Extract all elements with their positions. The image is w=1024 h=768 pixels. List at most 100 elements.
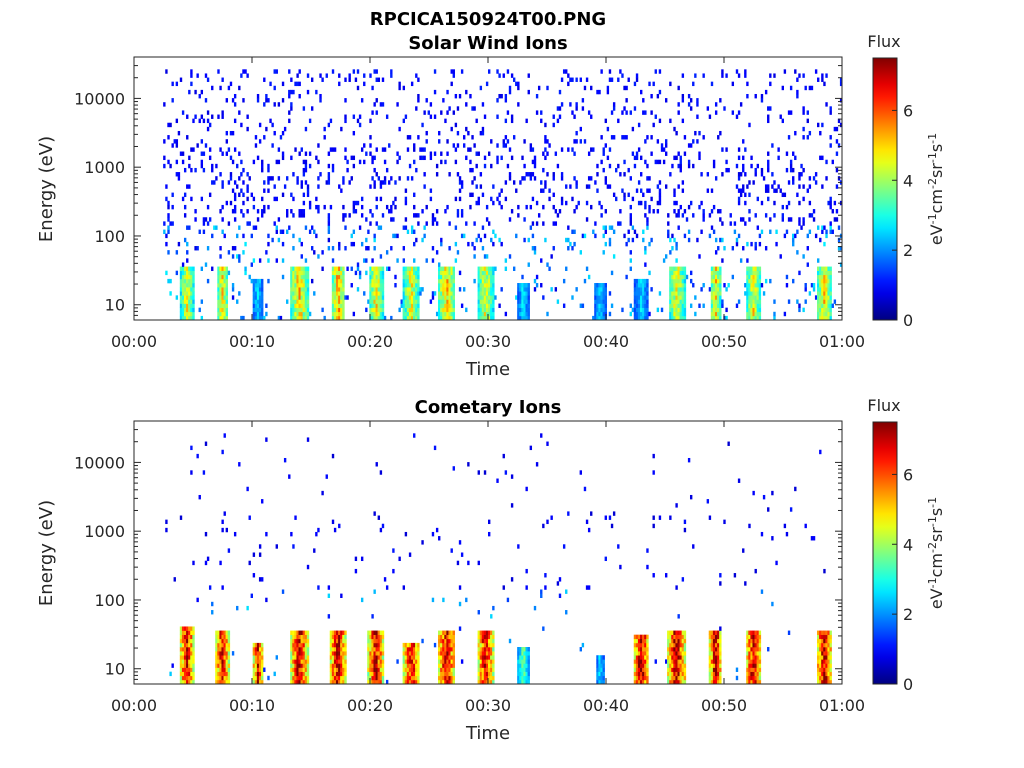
spectrogram-cell: [565, 69, 568, 74]
spectrogram-cell: [442, 675, 445, 681]
spectrogram-cell: [186, 630, 189, 635]
spectrogram-cell: [648, 311, 651, 317]
spectrogram-cell: [679, 663, 682, 668]
spectrogram-cell: [623, 135, 626, 140]
spectrogram-cell: [317, 176, 320, 181]
spectrogram-cell: [748, 266, 751, 271]
spectrogram-cell: [521, 295, 524, 300]
spectrogram-cell: [779, 114, 782, 119]
spectrogram-cell: [277, 315, 281, 321]
spectrogram-cell: [444, 159, 447, 165]
spectrogram-cell: [452, 647, 455, 652]
spectrogram-cell: [754, 647, 757, 652]
spectrogram-cell: [754, 671, 757, 677]
spectrogram-cell: [275, 225, 278, 230]
spectrogram-cell: [375, 196, 378, 202]
spectrogram-cell: [673, 634, 676, 640]
spectrogram-cell: [423, 172, 426, 177]
spectrogram-cell: [442, 299, 445, 304]
spectrogram-cell: [717, 675, 720, 681]
spectrogram-cell: [369, 311, 372, 317]
spectrogram-cell: [625, 85, 628, 91]
spectrogram-cell: [798, 176, 801, 181]
spectrogram-cell: [448, 655, 451, 660]
spectrogram-cell: [358, 122, 362, 128]
spectrogram-cell: [679, 167, 682, 173]
spectrogram-cell: [642, 291, 645, 296]
spectrogram-cell: [373, 303, 376, 308]
spectrogram-cell: [406, 647, 410, 652]
spectrogram-cell: [608, 311, 612, 317]
spectrogram-cell: [746, 270, 749, 276]
spectrogram-cell: [417, 295, 420, 300]
spectrogram-cell: [602, 667, 605, 672]
spectrogram-cell: [177, 176, 181, 181]
spectrogram-cell: [294, 659, 297, 664]
spectrogram-cell: [448, 295, 451, 300]
spectrogram-cell: [481, 663, 485, 668]
spectrogram-cell: [781, 118, 784, 124]
spectrogram-cell: [677, 163, 680, 169]
spectrogram-cell: [431, 597, 435, 603]
spectrogram-cell: [369, 299, 372, 304]
spectrogram-cell: [181, 667, 185, 672]
spectrogram-cell: [417, 213, 420, 218]
spectrogram-cell: [463, 143, 466, 148]
spectrogram-cell: [242, 180, 245, 185]
spectrogram-cell: [712, 679, 716, 685]
spectrogram-cell: [371, 155, 374, 161]
spectrogram-cell: [190, 667, 193, 672]
spectrogram-cell: [294, 667, 297, 672]
spectrogram-cell: [748, 647, 751, 652]
spectrogram-cell: [798, 172, 801, 177]
spectrogram-cell: [179, 659, 183, 664]
spectrogram-cell: [750, 299, 753, 304]
spectrogram-cell: [302, 675, 306, 681]
spectrogram-cell: [485, 266, 489, 271]
spectrogram-cell: [631, 225, 635, 230]
spectrogram-cell: [373, 69, 376, 74]
spectrogram-cell: [217, 299, 220, 304]
spectrogram-cell: [542, 295, 545, 300]
spectrogram-cell: [714, 663, 718, 668]
spectrogram-cell: [656, 139, 660, 144]
spectrogram-cell: [292, 274, 295, 280]
spectrogram-cell: [606, 184, 610, 189]
spectrogram-cell: [208, 155, 212, 161]
spectrogram-cell: [669, 237, 672, 243]
spectrogram-cell: [331, 163, 335, 169]
spectrogram-cell: [438, 266, 441, 271]
spectrogram-cell: [640, 200, 643, 206]
spectrogram-cell: [419, 147, 422, 152]
spectrogram-cell: [644, 139, 647, 144]
spectrogram-cell: [488, 274, 491, 280]
spectrogram-cell: [644, 262, 647, 267]
spectrogram-cell: [383, 315, 387, 321]
spectrogram-cell: [490, 295, 493, 300]
spectrogram-cell: [754, 266, 757, 271]
spectrogram-cell: [246, 73, 249, 78]
spectrogram-cell: [681, 266, 685, 271]
spectrogram-cell: [211, 266, 214, 271]
spectrogram-cell: [683, 671, 687, 677]
spectrogram-cell: [417, 315, 420, 321]
spectrogram-cell: [246, 126, 249, 132]
spectrogram-cell: [373, 270, 376, 276]
spectrogram-cell: [404, 659, 408, 664]
spectrogram-cell: [515, 81, 518, 87]
spectrogram-cell: [810, 85, 814, 91]
spectrogram-cell: [775, 229, 778, 235]
spectrogram-cell: [675, 634, 678, 640]
spectrogram-cell: [702, 135, 705, 140]
spectrogram-cell: [292, 89, 295, 95]
spectrogram-cell: [413, 241, 416, 247]
spectrogram-cell: [221, 299, 224, 304]
spectrogram-cell: [181, 278, 185, 284]
spectrogram-cell: [306, 184, 310, 189]
spectrogram-cell: [569, 241, 572, 247]
spectrogram-cell: [714, 237, 718, 243]
spectrogram-cell: [483, 659, 487, 664]
spectrogram-cell: [452, 675, 455, 681]
spectrogram-cell: [385, 204, 389, 210]
spectrogram-cell: [477, 291, 480, 296]
